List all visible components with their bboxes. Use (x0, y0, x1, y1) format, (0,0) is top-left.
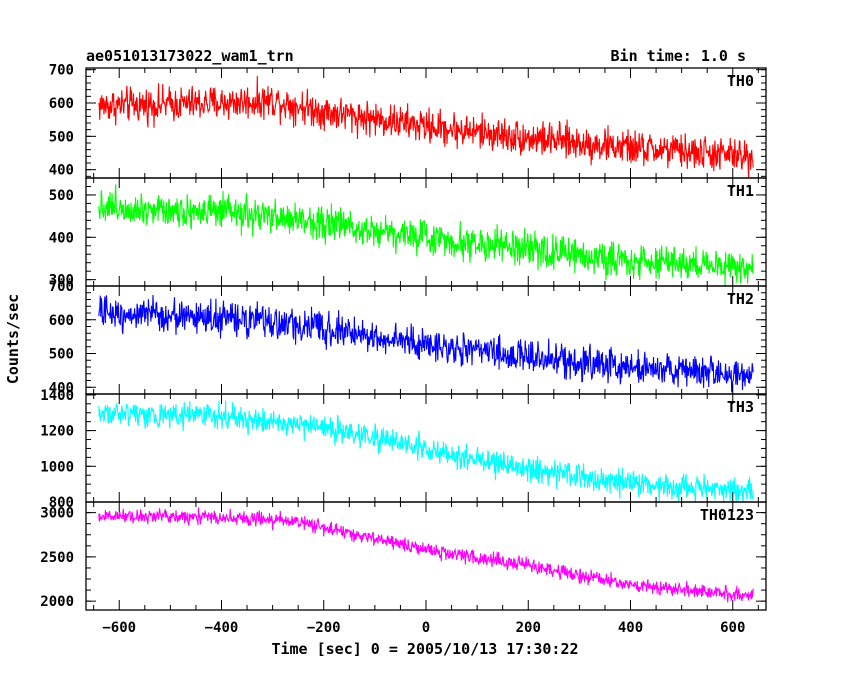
panel-label-th3: TH3 (727, 398, 754, 416)
panel-th0: TH0 400 500 600 700 (49, 63, 767, 179)
panels: TH0 400 500 600 700 TH1 300 400 500 TH2 400 500 600 7… (40, 63, 767, 611)
x-axis-label: Time [sec] 0 = 2005/10/13 17:30:22 (271, 640, 578, 658)
chart-title: ae051013173022_wam1_trn (86, 47, 294, 65)
y-tick-label: 1200 (40, 424, 74, 440)
panel-label-th2: TH2 (727, 290, 754, 308)
x-tick-label: −200 (307, 620, 341, 636)
y-tick-label: 800 (49, 495, 74, 511)
x-tick-label: 200 (516, 620, 541, 636)
y-tick-label: 2000 (40, 594, 74, 610)
y-tick-label: 600 (49, 313, 74, 329)
series-th3 (98, 400, 754, 502)
y-tick-label: 400 (49, 163, 74, 179)
panel-label-th1: TH1 (727, 182, 754, 200)
x-tick-label: 0 (422, 620, 430, 636)
series-th0 (98, 75, 754, 178)
bin-time-label: Bin time: 1.0 s (611, 47, 746, 65)
y-tick-label: 1400 (40, 388, 74, 404)
y-tick-label: 700 (49, 279, 74, 295)
panel-th1: TH1 300 400 500 (49, 177, 767, 289)
series-th0123 (98, 507, 754, 603)
y-tick-label: 400 (49, 380, 74, 396)
y-tick-label: 500 (49, 188, 74, 204)
panel-th0123: TH0123 2000 2500 3000 (40, 501, 767, 611)
y-tick-label: 300 (49, 273, 74, 289)
x-tick-label: 600 (720, 620, 745, 636)
y-tick-label: 2500 (40, 550, 74, 566)
panel-th2: TH2 400 500 600 700 (49, 279, 767, 396)
x-tick-label: −400 (205, 620, 239, 636)
y-tick-label: 700 (49, 63, 74, 79)
x-tick-label: −600 (102, 620, 136, 636)
series-th2 (98, 294, 754, 393)
y-tick-label: 500 (49, 129, 74, 145)
y-axis-label: Counts/sec (4, 294, 22, 384)
panel-label-th0: TH0 (727, 72, 754, 90)
y-tick-label: 3000 (40, 506, 74, 522)
series-th1 (98, 184, 754, 286)
y-tick-label: 1000 (40, 459, 74, 475)
y-tick-label: 500 (49, 347, 74, 363)
panel-label-th0123: TH0123 (700, 506, 754, 524)
x-tick-label: 400 (618, 620, 643, 636)
x-axis: −600 −400 −200 0 200 400 600 (102, 620, 745, 636)
panel-th3: TH3 800 1000 1200 1400 (40, 388, 767, 511)
y-tick-label: 600 (49, 96, 74, 112)
y-tick-label: 400 (49, 230, 74, 246)
